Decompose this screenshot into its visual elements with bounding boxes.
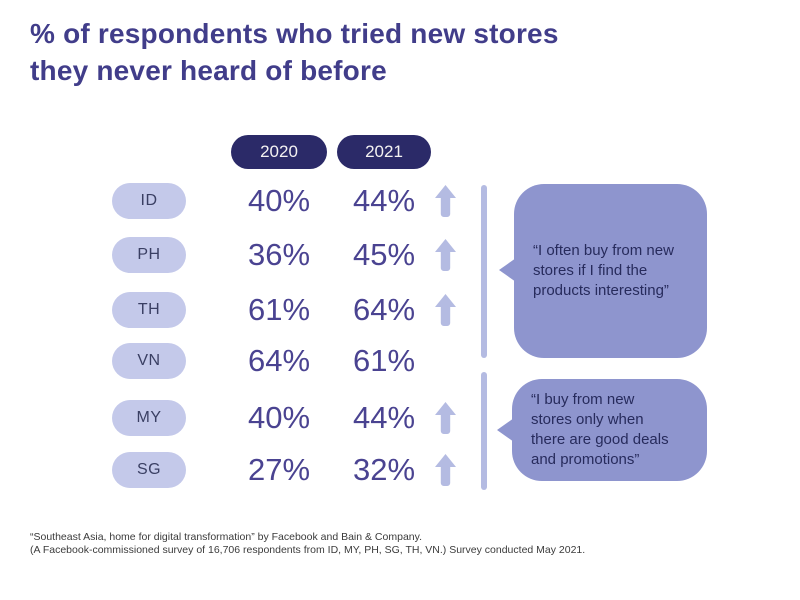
table-row: SG 27% 32% xyxy=(0,452,500,488)
quote-bubble: “I often buy from new stores if I find t… xyxy=(499,184,707,358)
value-2020: 40% xyxy=(247,183,311,218)
value-2021: 44% xyxy=(352,183,416,218)
country-badge: VN xyxy=(112,343,186,379)
value-2020: 61% xyxy=(247,292,311,327)
quote-bubble: “I buy from new stores only when there a… xyxy=(497,379,707,481)
country-badge: SG xyxy=(112,452,186,488)
country-badge: MY xyxy=(112,400,186,436)
country-badge: TH xyxy=(112,292,186,328)
increase-arrow-icon xyxy=(435,294,456,326)
table-row: VN 64% 61% xyxy=(0,343,500,379)
table-row: TH 61% 64% xyxy=(0,292,500,328)
column-header-2021: 2021 xyxy=(337,135,431,169)
country-badge: PH xyxy=(112,237,186,273)
value-2021: 64% xyxy=(352,292,416,327)
page-title: % of respondents who tried new stores th… xyxy=(30,18,559,86)
value-2020: 36% xyxy=(247,237,311,272)
value-2020: 27% xyxy=(247,452,311,487)
value-2021: 32% xyxy=(352,452,416,487)
value-2020: 40% xyxy=(247,400,311,435)
country-badge: ID xyxy=(112,183,186,219)
increase-arrow-icon xyxy=(435,185,456,217)
increase-arrow-icon xyxy=(435,454,456,486)
increase-arrow-icon xyxy=(435,402,456,434)
table-row: ID 40% 44% xyxy=(0,183,500,219)
value-2020: 64% xyxy=(247,343,311,378)
quote-text: “I often buy from new stores if I find t… xyxy=(533,242,674,299)
increase-arrow-icon xyxy=(435,239,456,271)
quote-text: “I buy from new stores only when there a… xyxy=(531,391,669,468)
source-footnote: “Southeast Asia, home for digital transf… xyxy=(30,531,586,556)
quote-connector-bar xyxy=(481,185,487,358)
value-2021: 44% xyxy=(352,400,416,435)
value-2021: 45% xyxy=(352,237,416,272)
table-row: MY 40% 44% xyxy=(0,400,500,436)
table-row: PH 36% 45% xyxy=(0,237,500,273)
quote-connector-bar xyxy=(481,372,487,490)
column-header-2020: 2020 xyxy=(231,135,327,169)
value-2021: 61% xyxy=(352,343,416,378)
